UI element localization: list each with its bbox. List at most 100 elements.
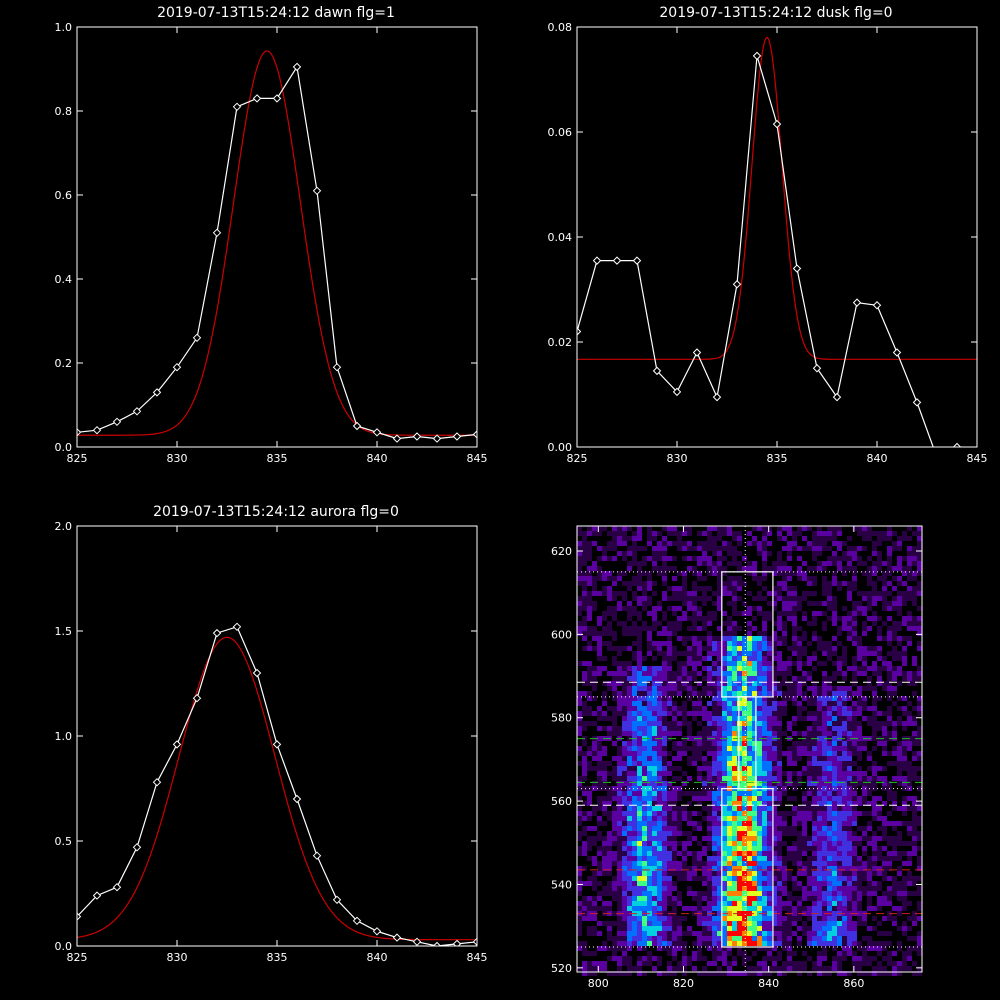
gaussian-fit-line [577, 36, 977, 360]
data-point [812, 364, 822, 373]
x-tick-label: 835 [267, 452, 288, 465]
data-point [272, 94, 282, 103]
x-tick-label: 825 [567, 452, 588, 465]
x-tick-label: 830 [667, 452, 688, 465]
data-point [112, 417, 122, 427]
x-tick-label: 830 [167, 951, 188, 964]
gaussian-fit-line [77, 636, 477, 941]
data-point [632, 256, 642, 265]
x-tick-label: 825 [67, 452, 88, 465]
data-point [292, 794, 302, 804]
data-point [792, 264, 802, 273]
data-point [892, 348, 902, 357]
data-point [652, 366, 662, 376]
x-tick-label: 840 [367, 452, 388, 465]
plot-area [577, 36, 977, 461]
data-line [77, 65, 477, 440]
y-tick-label: 0.4 [55, 273, 73, 286]
y-tick-label: 1.0 [55, 730, 73, 743]
y-tick-label: 0.08 [548, 21, 573, 34]
data-point [252, 94, 262, 103]
x-tick-label: 845 [467, 452, 488, 465]
x-tick-label: 845 [467, 951, 488, 964]
x-tick-label: 860 [843, 977, 864, 990]
plot-frame [76, 525, 478, 947]
y-tick-label: 0.00 [548, 441, 573, 454]
heatmap-cells [577, 526, 922, 976]
plot-area [77, 622, 477, 946]
data-point [672, 387, 682, 397]
data-point [232, 102, 242, 112]
data-point [392, 933, 402, 942]
data-point [732, 280, 742, 289]
y-tick-label: 520 [551, 962, 572, 975]
data-point [832, 392, 842, 402]
data-point [392, 434, 402, 443]
data-point [152, 388, 162, 397]
y-tick-label: 0.06 [548, 126, 573, 139]
data-line [77, 626, 477, 946]
data-point [332, 362, 342, 372]
y-tick-label: 1.0 [55, 21, 73, 34]
data-point [692, 348, 702, 357]
data-point [192, 333, 202, 343]
y-tick-label: 560 [551, 795, 572, 808]
data-point [92, 425, 102, 435]
data-point [934, 454, 941, 461]
data-point [92, 891, 102, 900]
data-point [232, 622, 242, 632]
plot-frame [576, 26, 978, 448]
plot-frame [76, 26, 478, 448]
data-point [432, 941, 442, 946]
y-tick-label: 540 [551, 878, 572, 891]
y-tick-label: 0.6 [55, 189, 73, 202]
data-point [112, 882, 122, 892]
data-point [852, 298, 862, 307]
x-tick-label: 840 [367, 951, 388, 964]
data-point [77, 428, 82, 437]
data-point [472, 937, 477, 946]
data-point [412, 937, 422, 946]
data-point [152, 777, 162, 787]
data-point [577, 327, 582, 336]
data-point [712, 392, 722, 402]
y-tick-label: 2.0 [55, 520, 73, 533]
x-tick-label: 845 [967, 452, 988, 465]
title-dawn-plot: 2019-07-13T15:24:12 dawn flg=1 [157, 5, 395, 21]
data-point [372, 927, 382, 936]
data-point [192, 693, 202, 703]
data-point [472, 430, 477, 439]
data-point [212, 228, 222, 238]
y-tick-label: 600 [551, 628, 572, 641]
x-tick-label: 835 [267, 951, 288, 964]
plot-frame [576, 525, 923, 973]
y-tick-label: 0.0 [55, 441, 73, 454]
data-point [592, 256, 602, 265]
data-point [372, 428, 382, 437]
plot-area [77, 50, 477, 443]
y-tick-label: 620 [551, 545, 572, 558]
data-point [172, 740, 182, 749]
data-point [912, 398, 922, 407]
y-tick-label: 0.04 [548, 231, 573, 244]
data-point [772, 119, 782, 129]
data-point [612, 256, 622, 265]
x-tick-label: 820 [673, 977, 694, 990]
y-tick-label: 1.5 [55, 625, 73, 638]
data-point [172, 362, 182, 372]
data-point [432, 434, 442, 443]
x-tick-label: 825 [67, 951, 88, 964]
data-point [452, 939, 462, 946]
data-point [412, 432, 422, 441]
data-point [312, 851, 322, 860]
data-point [132, 843, 142, 852]
y-tick-label: 0.8 [55, 105, 73, 118]
x-tick-label: 830 [167, 452, 188, 465]
y-tick-label: 0.5 [55, 835, 73, 848]
x-tick-label: 840 [758, 977, 779, 990]
data-point [872, 301, 882, 310]
data-point [452, 432, 462, 441]
data-point [77, 912, 82, 921]
y-tick-label: 580 [551, 712, 572, 725]
